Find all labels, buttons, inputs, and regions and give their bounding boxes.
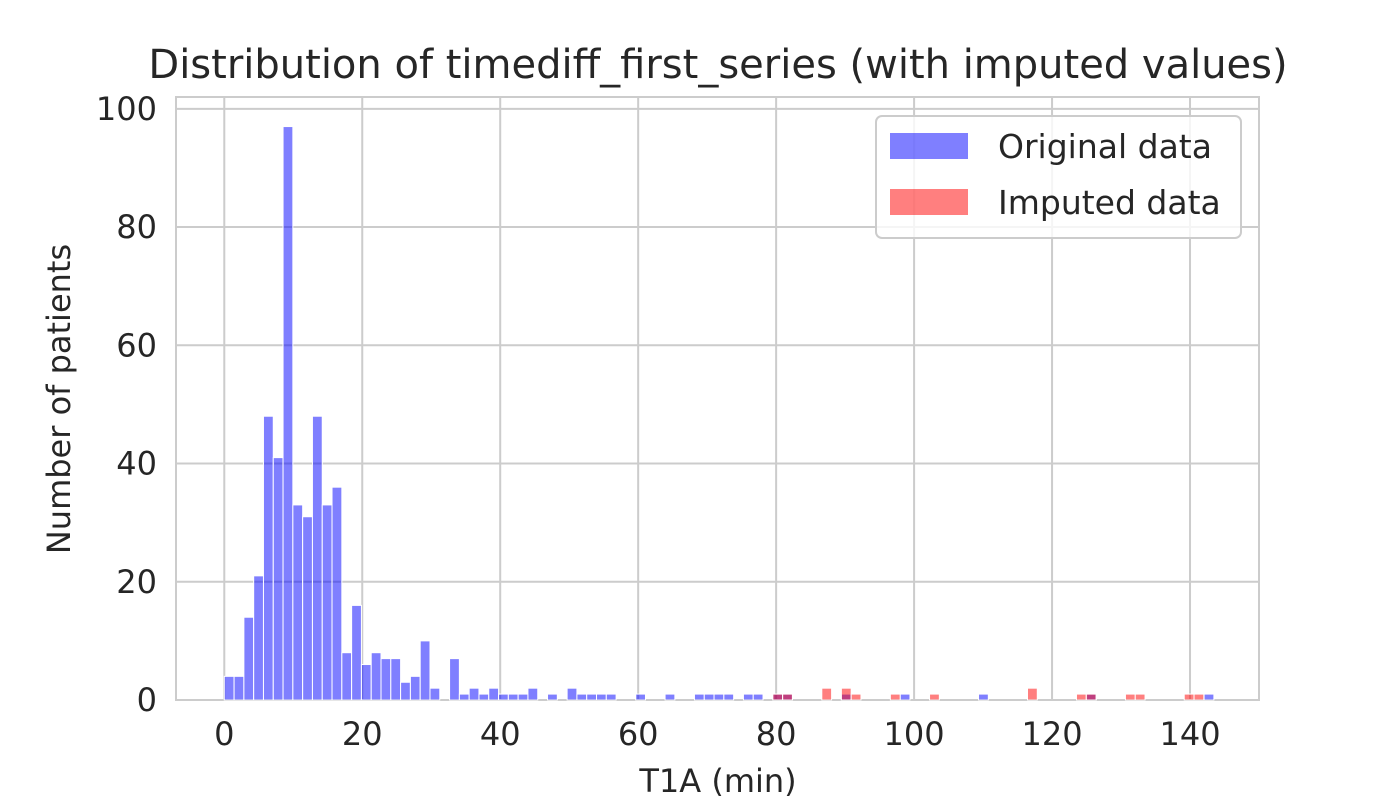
bar-original	[233, 675, 245, 701]
legend-label-original: Original data	[998, 127, 1212, 166]
bar-original	[547, 693, 558, 701]
bar-original	[566, 687, 578, 701]
bar-original	[282, 126, 294, 701]
bar-imputed	[850, 693, 862, 701]
x-tick-label: 40	[480, 715, 521, 753]
bar-original	[1203, 693, 1215, 701]
bar-original	[752, 693, 764, 701]
y-tick-label: 60	[116, 326, 157, 364]
bar-original	[713, 693, 725, 701]
bar-original	[468, 687, 480, 701]
bar-imputed	[821, 687, 833, 701]
x-tick-label: 80	[756, 715, 797, 753]
bar-imputed	[782, 693, 793, 701]
x-tick-label: 0	[214, 715, 234, 753]
bar-original	[341, 652, 353, 701]
y-tick-label: 80	[116, 208, 157, 246]
bar-original	[693, 693, 705, 701]
x-tick-label: 120	[1022, 715, 1083, 753]
bar-original	[409, 675, 421, 701]
bar-original	[605, 693, 617, 701]
histogram-bars	[223, 126, 1215, 701]
bar-original	[586, 693, 598, 701]
x-tick-label: 140	[1159, 715, 1220, 753]
bar-imputed	[929, 693, 940, 701]
x-tick-label: 20	[342, 715, 383, 753]
bar-original	[488, 687, 500, 701]
bar-original	[321, 504, 333, 701]
bar-imputed	[1134, 693, 1146, 701]
x-tick-label: 60	[618, 715, 659, 753]
bar-original	[703, 693, 715, 701]
y-axis-label: Number of patients	[40, 244, 78, 554]
bar-original	[478, 693, 490, 701]
legend-swatch-imputed	[890, 189, 968, 215]
bar-original	[370, 652, 382, 701]
chart-title: Distribution of timediff_first_series (w…	[148, 42, 1287, 88]
x-tick-label: 100	[884, 715, 945, 753]
y-tick-label: 20	[116, 563, 157, 601]
bar-original	[635, 693, 646, 701]
bar-original	[272, 457, 284, 701]
bar-original	[507, 693, 519, 701]
bar-imputed	[889, 693, 901, 701]
bar-imputed	[772, 693, 784, 701]
bar-imputed	[1075, 693, 1087, 701]
y-tick-labels: 0 20 40 60 80 100	[96, 90, 157, 719]
y-tick-label: 0	[137, 681, 157, 719]
bar-original	[978, 693, 989, 701]
bar-original	[742, 693, 754, 701]
bar-original	[449, 658, 460, 701]
bar-original	[223, 675, 235, 701]
bar-original	[380, 658, 392, 701]
bar-original	[360, 664, 372, 701]
bar-original	[498, 693, 509, 701]
bar-original	[292, 504, 304, 701]
bar-original	[243, 616, 255, 701]
bar-imputed	[1193, 693, 1205, 701]
bar-imputed	[840, 687, 852, 701]
bar-original	[253, 575, 264, 701]
bar-original	[302, 516, 313, 701]
x-tick-labels: 0 20 40 60 80 100 120 140	[214, 715, 1220, 753]
bar-original	[723, 693, 735, 701]
bar-original	[311, 415, 323, 701]
y-tick-label: 40	[116, 445, 157, 483]
bar-imputed	[1183, 693, 1195, 701]
legend-label-imputed: Imputed data	[998, 183, 1221, 222]
bar-original	[419, 640, 431, 701]
bar-original	[331, 486, 343, 701]
bar-imputed	[1027, 687, 1038, 701]
y-tick-label: 100	[96, 90, 157, 128]
bar-original	[429, 687, 441, 701]
bar-imputed	[1085, 693, 1097, 701]
bar-original	[899, 693, 911, 701]
bar-original	[596, 693, 607, 701]
bar-original	[400, 681, 411, 701]
bar-original	[527, 687, 539, 701]
bar-original	[390, 658, 402, 701]
bar-original	[576, 693, 588, 701]
bar-original	[458, 693, 470, 701]
bar-original	[664, 693, 676, 701]
legend-swatch-original	[890, 133, 968, 159]
bar-original	[351, 604, 362, 701]
x-axis-label: T1A (min)	[638, 762, 796, 800]
legend: Original data Imputed data	[875, 115, 1242, 239]
bar-original	[517, 693, 529, 701]
bar-original	[262, 415, 274, 701]
bar-imputed	[1124, 693, 1136, 701]
